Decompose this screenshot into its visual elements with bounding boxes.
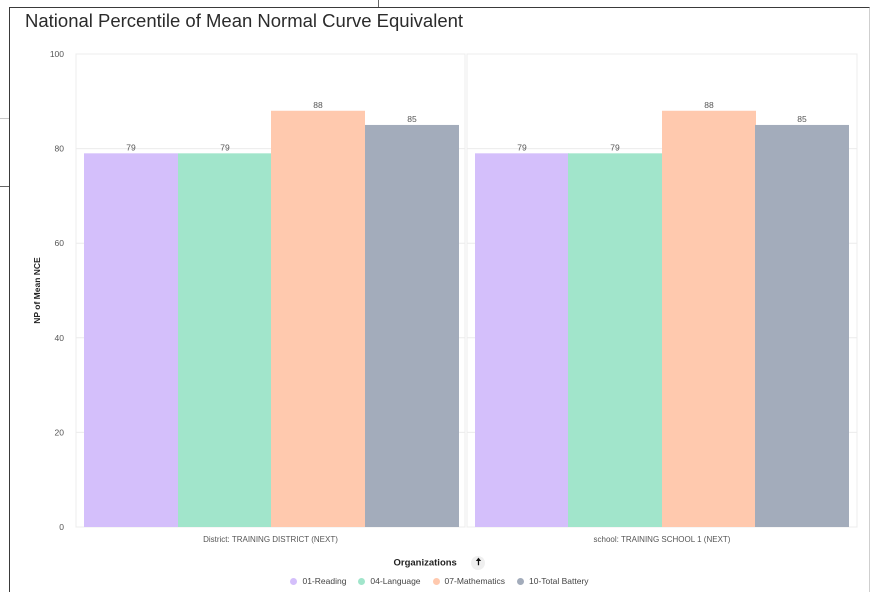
y-tick-label: 60 [55, 238, 65, 248]
legend-item[interactable]: 04-Language [358, 576, 421, 586]
y-axis-label: NP of Mean NCE [32, 257, 42, 324]
bar [755, 124, 849, 527]
legend-item[interactable]: 01-Reading [290, 576, 346, 586]
bar [662, 110, 756, 527]
y-tick-label: 20 [55, 427, 65, 437]
legend-label: 07-Mathematics [444, 576, 505, 586]
x-category-label: District: TRAINING DISTRICT (NEXT) [203, 535, 338, 544]
legend-swatch [517, 578, 524, 586]
bar [271, 110, 365, 527]
data-label: 79 [126, 142, 136, 152]
legend-swatch [358, 578, 366, 586]
bar [568, 153, 662, 527]
background-divider [0, 186, 9, 187]
y-tick-label: 0 [59, 522, 64, 532]
bar [475, 153, 569, 527]
legend-title: Organizations 🠥 [9, 556, 870, 570]
data-label: 79 [610, 142, 620, 152]
chart-title: National Percentile of Mean Normal Curve… [25, 10, 464, 31]
legend: Organizations 🠥 01-Reading 04-Language 07-… [9, 556, 870, 592]
data-label: 88 [704, 100, 714, 110]
legend-item[interactable]: 10-Total Battery [517, 576, 589, 586]
x-category-label: school: TRAINING SCHOOL 1 (NEXT) [594, 535, 731, 544]
legend-label: 04-Language [370, 576, 421, 586]
data-label: 85 [407, 114, 417, 124]
data-label: 79 [517, 142, 527, 152]
background-divider [0, 118, 9, 119]
legend-swatch [432, 578, 440, 586]
legend-swatch [290, 578, 298, 586]
bar [84, 153, 178, 527]
y-tick-label: 80 [55, 144, 65, 154]
bar [178, 153, 272, 527]
legend-label: 01-Reading [302, 576, 347, 586]
legend-items: 01-Reading 04-Language 07-Mathematics 10-To… [9, 576, 870, 586]
data-label: 88 [313, 100, 323, 110]
y-tick-label: 40 [55, 333, 65, 343]
legend-label: 10-Total Battery [529, 576, 589, 586]
data-label: 79 [220, 142, 230, 152]
legend-title-text: Organizations [393, 557, 457, 569]
legend-item[interactable]: 07-Mathematics [432, 576, 505, 586]
bar [365, 124, 459, 527]
data-label: 85 [797, 114, 807, 124]
arrow-up-icon[interactable]: 🠥 [471, 556, 486, 570]
y-tick-label: 100 [50, 49, 64, 59]
background-divider [378, 0, 379, 7]
